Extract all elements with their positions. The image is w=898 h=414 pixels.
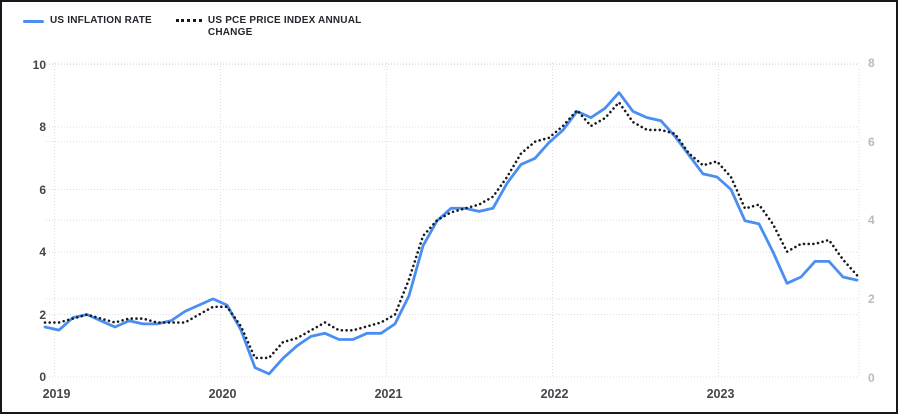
solid-line-swatch-icon: [23, 20, 44, 23]
legend: US INFLATION RATE US PCE PRICE INDEX ANN…: [23, 15, 366, 38]
y-axis-right-tick-4: 4: [868, 213, 875, 228]
series-line-us-inflation-rate[interactable]: [43, 91, 859, 376]
y-axis-right-tick-8: 8: [868, 56, 875, 71]
y-axis-right-tick-0: 0: [868, 370, 875, 385]
y-axis-left-tick-2: 2: [39, 307, 46, 322]
us-pce-price-index-label: US PCE PRICE INDEX ANNUAL CHANGE: [207, 15, 362, 38]
y-axis-right-tick-6: 6: [868, 134, 875, 149]
y-axis-left-tick-0: 0: [39, 370, 46, 384]
dotted-line-swatch-icon: [175, 19, 202, 22]
y-axis-left-tick-4: 4: [39, 245, 46, 259]
y-axis-right-tick-2: 2: [868, 291, 875, 306]
legend-item-us-pce-price-index[interactable]: US PCE PRICE INDEX ANNUAL CHANGE: [175, 15, 366, 38]
us-inflation-rate-label: US INFLATION RATE: [50, 15, 152, 26]
y-axis-left-tick-6: 6: [39, 182, 46, 197]
x-axis-tick-2019: 2019: [42, 387, 71, 401]
x-axis-tick-2020: 2020: [208, 387, 237, 401]
y-axis-left-tick-10: 10: [32, 57, 46, 72]
legend-item-us-inflation-rate[interactable]: US INFLATION RATE: [23, 15, 152, 27]
series-line-us-pce-price-index[interactable]: [43, 101, 859, 360]
x-axis-tick-2021: 2021: [374, 387, 403, 401]
x-axis-tick-2022: 2022: [540, 387, 569, 401]
y-axis-left-tick-8: 8: [39, 120, 46, 134]
x-axis-tick-2023: 2023: [706, 387, 735, 401]
